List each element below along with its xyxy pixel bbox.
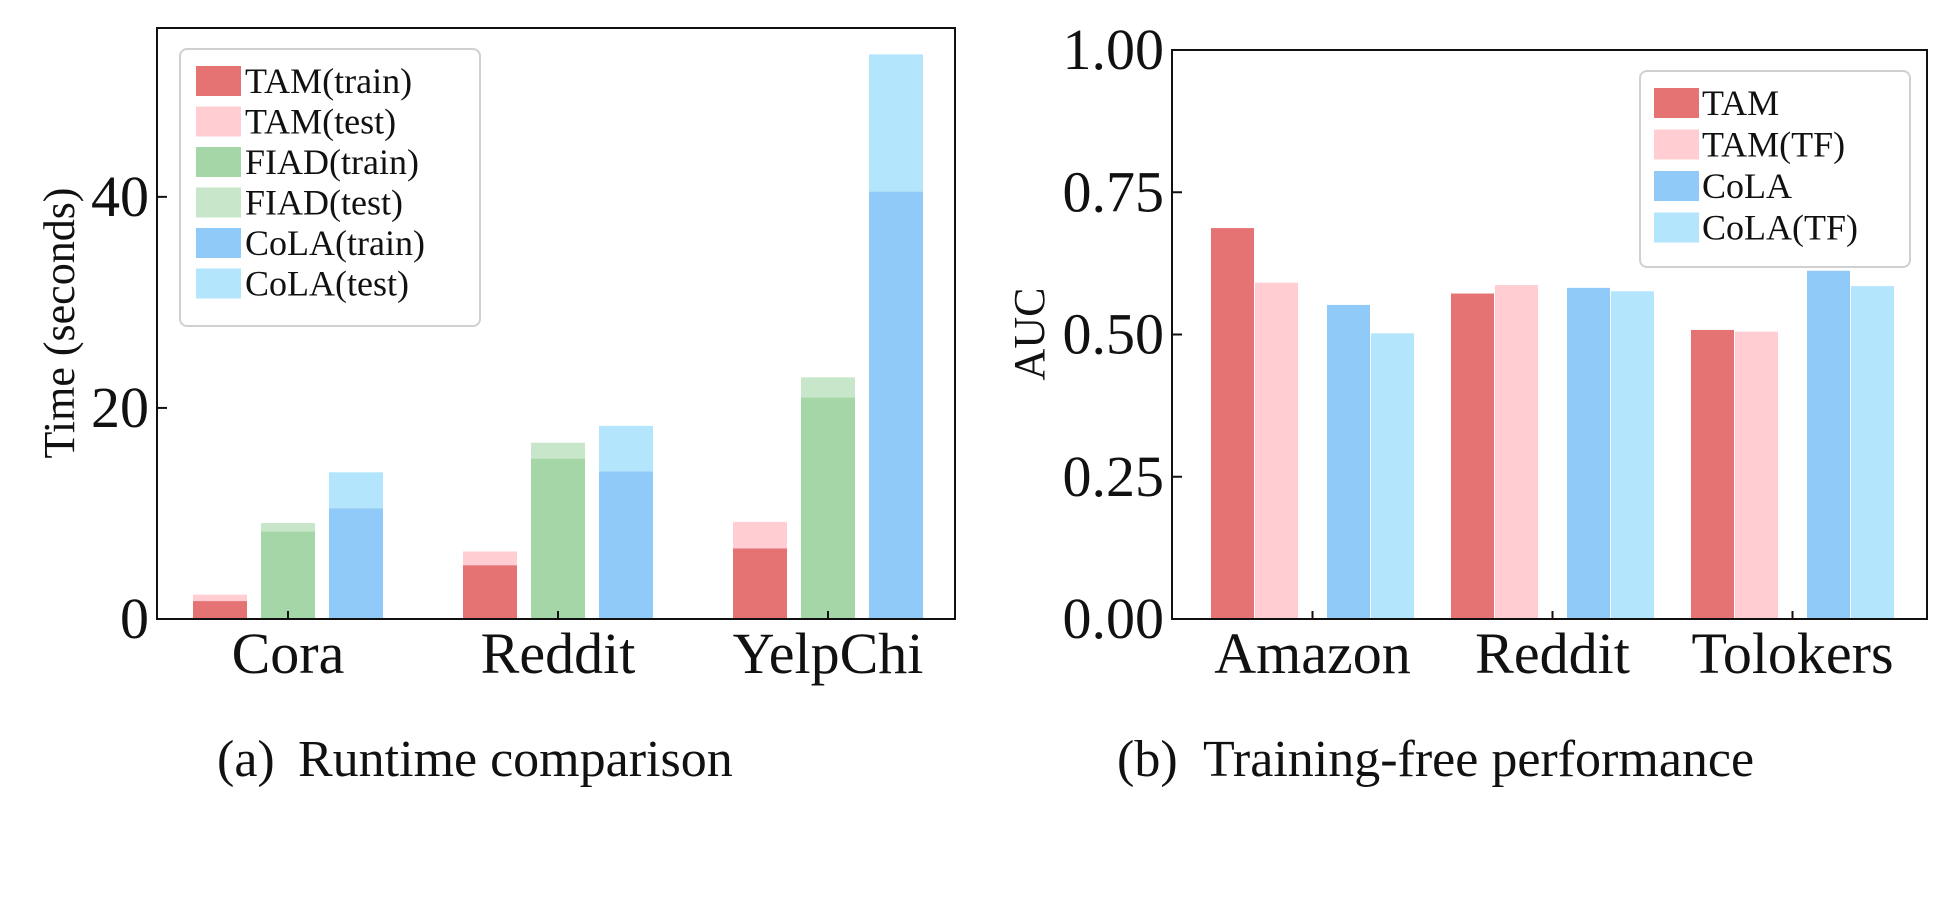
bar-cola-tolokers [1807, 270, 1850, 619]
bar-fiad-train-reddit [531, 458, 585, 619]
y-tick-label: 20 [91, 375, 149, 440]
legend-label-tam-tf: TAM(TF) [1702, 125, 1845, 165]
legend-label-cola: CoLA [1702, 166, 1792, 206]
bar-fiad-train-yelpchi [801, 397, 855, 619]
panel-a-y-ticks: 0 20 40 [91, 164, 167, 651]
panel-b-caption-text: Training-free performance [1203, 731, 1754, 788]
bar-cola-test-reddit [599, 425, 653, 472]
bar-tam-test-yelpchi [733, 521, 787, 549]
legend-box [179, 48, 481, 327]
panel-b-caption-tag: (b) [1117, 731, 1178, 788]
bar-tam-train-reddit [463, 565, 517, 619]
panel-a-caption-tag: (a) [217, 731, 275, 788]
y-tick-label: 0 [120, 586, 149, 651]
legend-label-tam-test: TAM(test) [245, 102, 396, 142]
bar-cola-tf-reddit [1611, 291, 1654, 619]
panel-b-y-axis-label: AUC [1005, 288, 1054, 381]
x-tick-label-cora: Cora [232, 621, 345, 686]
panel-a-caption-text: Runtime comparison [298, 731, 733, 788]
bar-tam-amazon [1211, 228, 1254, 620]
x-tick-label-amazon: Amazon [1214, 621, 1411, 686]
legend-label-tam-train: TAM(train) [245, 61, 412, 101]
y-tick-label: 0.50 [1063, 302, 1165, 367]
panel-a-y-axis-label: Time (seconds) [35, 188, 84, 459]
bar-tam-tf-reddit [1495, 284, 1538, 619]
bar-cola-tf-amazon [1371, 333, 1414, 619]
x-tick-label-reddit: Reddit [1475, 621, 1630, 686]
bar-tam-test-reddit [463, 551, 517, 566]
y-tick-label: 40 [91, 164, 149, 229]
bar-tam-train-yelpchi [733, 548, 787, 619]
bar-tam-tolokers [1691, 329, 1734, 619]
panel-a-runtime-chart: 0 20 40 Cora Reddit YelpChi Time (seconds) T… [35, 27, 956, 788]
bar-cola-test-yelpchi [869, 54, 923, 192]
bar-cola-train-cora [329, 508, 383, 619]
panel-a-legend: TAM(train)TAM(test)FIAD(train)FIAD(test)… [179, 48, 481, 327]
bar-fiad-test-cora [261, 522, 315, 532]
legend-label-cola-train: CoLA(train) [245, 223, 425, 263]
x-tick-label-tolokers: Tolokers [1691, 621, 1893, 686]
panel-b-auc-chart: 0.00 0.25 0.50 0.75 1.00 Amazon Reddit Toloker… [1005, 17, 1928, 788]
legend-label-fiad-train: FIAD(train) [245, 142, 419, 182]
x-tick-label-yelpchi: YelpChi [733, 621, 924, 686]
bar-tam-tf-amazon [1255, 282, 1298, 619]
bar-tam-reddit [1451, 293, 1494, 619]
panel-b-x-ticks: Amazon Reddit Tolokers [1214, 611, 1894, 686]
bar-tam-test-cora [193, 594, 247, 602]
bar-cola-tf-tolokers [1851, 286, 1894, 619]
bar-cola-train-yelpchi [869, 191, 923, 619]
legend-label-cola-tf: CoLA(TF) [1702, 208, 1858, 248]
legend-swatch-cola [1654, 171, 1699, 201]
legend-label-fiad-test: FIAD(test) [245, 183, 403, 223]
legend-box [1639, 70, 1911, 268]
y-tick-label: 0.75 [1063, 159, 1165, 224]
x-tick-label-reddit: Reddit [481, 621, 636, 686]
bar-fiad-test-reddit [531, 442, 585, 459]
bar-fiad-test-yelpchi [801, 377, 855, 398]
legend-swatch-tam-test [196, 106, 241, 137]
legend-swatch-fiad-test [196, 187, 241, 218]
panel-b-bars [1211, 228, 1894, 620]
panel-a-x-ticks: Cora Reddit YelpChi [232, 611, 924, 686]
legend-swatch-tam-tf [1654, 129, 1699, 160]
y-tick-label: 1.00 [1063, 17, 1165, 82]
bar-cola-test-cora [329, 472, 383, 509]
legend-swatch-cola-train [196, 228, 241, 258]
legend-label-cola-test: CoLA(test) [245, 264, 409, 304]
legend-swatch-cola-tf [1654, 212, 1699, 243]
legend-label-tam: TAM [1702, 83, 1779, 123]
bar-cola-amazon [1327, 304, 1370, 619]
bar-tam-tf-tolokers [1735, 331, 1778, 619]
bar-cola-reddit [1567, 287, 1610, 619]
legend-swatch-tam-train [196, 66, 241, 96]
y-tick-label: 0.25 [1063, 444, 1165, 509]
bar-fiad-train-cora [261, 531, 315, 619]
panel-b-y-ticks: 0.00 0.25 0.50 0.75 1.00 [1063, 17, 1182, 651]
legend-swatch-cola-test [196, 268, 241, 299]
y-tick-label: 0.00 [1063, 586, 1165, 651]
legend-swatch-tam [1654, 88, 1699, 118]
panel-a-plot-frame [156, 27, 956, 620]
legend-swatch-fiad-train [196, 147, 241, 177]
bar-tam-train-cora [193, 601, 247, 619]
bar-cola-train-reddit [599, 471, 653, 619]
panel-a-bars [193, 54, 923, 619]
